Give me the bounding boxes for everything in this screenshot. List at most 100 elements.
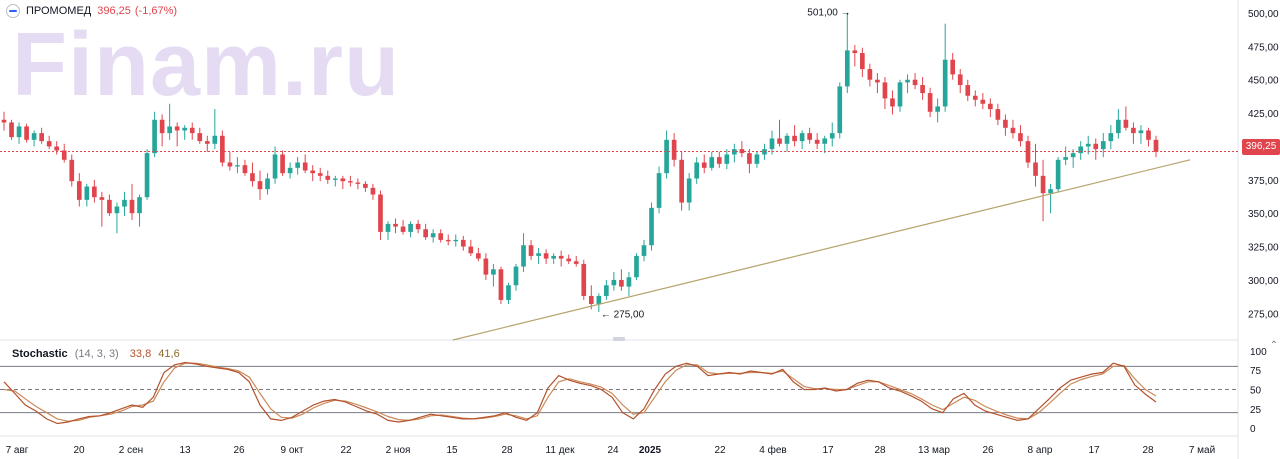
candle-body — [280, 154, 285, 174]
stochastic-tick-label: 25 — [1250, 405, 1262, 416]
candle-body — [137, 197, 142, 214]
time-tick-label: 22 — [714, 445, 726, 456]
stochastic-title: Stochastic — [12, 348, 68, 360]
candle-body — [732, 149, 737, 155]
candle-body — [167, 126, 172, 134]
candle-body — [250, 173, 255, 182]
candle-body — [844, 50, 850, 87]
candle-body — [882, 82, 888, 99]
candle-body — [174, 126, 180, 131]
candle-body — [784, 135, 790, 144]
candle-body — [972, 95, 978, 100]
candle-body — [1, 119, 7, 123]
candle-body — [860, 53, 865, 70]
candle-body — [445, 239, 451, 242]
candle-body — [325, 175, 331, 180]
time-tick-label: 8 апр — [1028, 445, 1053, 456]
candle-body — [799, 133, 805, 142]
candle-body — [777, 138, 782, 144]
candle-body — [1078, 146, 1084, 154]
candle-body — [159, 119, 165, 134]
candle-body — [9, 122, 14, 138]
price-tick-label: 500,00 — [1248, 9, 1279, 20]
price-tick-label: 425,00 — [1248, 109, 1279, 120]
chevron-up-icon[interactable]: ⌃ — [1269, 340, 1279, 351]
candle-body — [468, 246, 474, 254]
candle-body — [453, 239, 459, 242]
candle-body — [890, 98, 895, 107]
candle-body — [528, 245, 534, 256]
candle-body — [197, 133, 203, 142]
candle-body — [935, 106, 940, 112]
candle-body — [363, 183, 368, 188]
candle-body — [626, 277, 632, 287]
candle-body — [1010, 127, 1016, 134]
candle-body — [182, 127, 188, 131]
candle-body — [242, 165, 248, 174]
candle-body — [679, 159, 684, 203]
instrument-logo-icon — [6, 4, 20, 18]
candle-body — [370, 187, 376, 195]
time-tick-label: 13 — [179, 445, 191, 456]
candle-body — [69, 159, 75, 182]
candle-body — [189, 127, 195, 134]
candle-body — [558, 255, 564, 259]
candle-body — [588, 295, 594, 304]
candle-body — [1100, 141, 1106, 150]
stochastic-params: (14, 3, 3) — [74, 348, 119, 360]
price-tick-label: 300,00 — [1248, 276, 1279, 287]
candle-body — [227, 162, 233, 167]
time-tick-label: 28 — [1142, 445, 1154, 456]
instrument-header: ПРОМОМЕД 396,25 (-1,67%) — [6, 4, 177, 18]
stochastic-header[interactable]: Stochastic (14, 3, 3) 33,8 41,6 — [12, 348, 180, 360]
candle-body — [24, 126, 29, 140]
candle-body — [1055, 159, 1061, 190]
candle-body — [378, 194, 383, 232]
candle-body — [114, 206, 120, 214]
time-tick-label: 11 дек — [546, 445, 576, 456]
candle-body — [807, 133, 812, 140]
candle-body — [265, 178, 270, 190]
candle-body — [348, 181, 353, 183]
time-tick-label: 28 — [501, 445, 513, 456]
candle-body — [604, 285, 609, 296]
candle-body — [152, 119, 157, 154]
time-tick-label: 2 ноя — [386, 445, 411, 456]
candle-body — [950, 59, 956, 75]
candle-body — [1003, 119, 1008, 128]
candle-body — [144, 153, 150, 198]
candle-body — [581, 263, 587, 296]
last-price-tag: 396,25 — [1242, 139, 1280, 155]
candle-body — [415, 223, 421, 230]
stochastic-tick-label: 0 — [1250, 424, 1256, 435]
candle-body — [332, 178, 338, 180]
candle-body — [204, 141, 210, 144]
candle-body — [694, 162, 700, 179]
candle-body — [671, 139, 677, 160]
candle-body — [829, 133, 835, 139]
candle-body — [61, 150, 67, 160]
candle-body — [235, 165, 240, 167]
stochastic-tick-label: 100 — [1250, 347, 1267, 358]
pane-resize-handle — [613, 337, 625, 341]
candle-body — [460, 239, 466, 247]
candle-body — [295, 162, 300, 168]
price-change: (-1,67%) — [134, 5, 178, 17]
price-tick-label: 450,00 — [1248, 76, 1279, 87]
candle-body — [875, 79, 880, 83]
candle-body — [1018, 133, 1023, 142]
candle-body — [220, 135, 225, 163]
watermark: Finam.ru — [12, 15, 401, 115]
candles-group — [1, 13, 1159, 312]
time-tick-label: 4 фев — [759, 444, 786, 456]
time-tick-label: 17 — [1088, 445, 1100, 456]
candle-body — [536, 253, 541, 256]
candle-body — [980, 99, 986, 104]
candle-body — [31, 133, 37, 140]
candle-body — [769, 138, 775, 150]
time-tick-label: 2025 — [639, 445, 662, 456]
candle-body — [1070, 153, 1076, 158]
candle-body — [656, 173, 662, 208]
candle-body — [129, 199, 135, 214]
